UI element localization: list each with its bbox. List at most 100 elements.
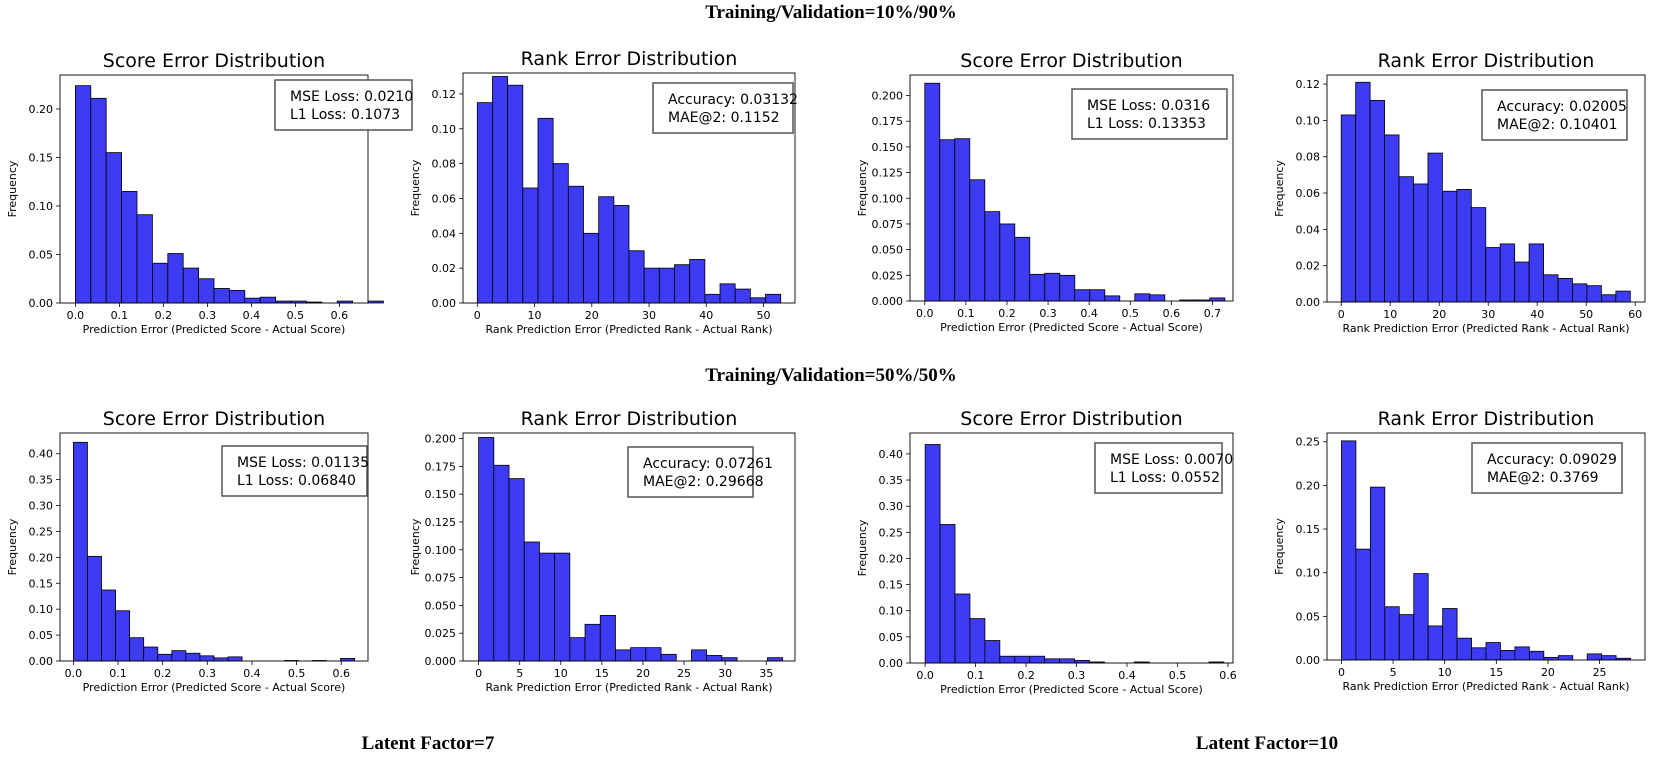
y-tick-label: 0.050: [425, 599, 457, 612]
histogram-bar: [1586, 653, 1603, 661]
histogram-bar: [674, 264, 691, 304]
middle-section-title: Training/Validation=50%/50%: [705, 365, 957, 386]
y-tick-label: 0.05: [29, 248, 54, 261]
chart-rank-error-lf7-10pct: 0 10 20 30 40 50 0.00 0.02 0.04 0.06 0.08 0.10 0.12 R…: [403, 43, 805, 345]
chart-score-error-lf7-10pct: 0.0 0.1 0.2 0.3 0.4 0.5 0.6 0.00 0.05 0.10 0.15 0.2…: [0, 45, 413, 345]
x-tick-label: 0.6: [332, 667, 350, 680]
metric-text: Accuracy: 0.07261: [643, 456, 773, 472]
chart-svg: 0 5 10 15 20 25 0.00 0.05 0.10 0.15 0.20 0.25 Rank E…: [1273, 408, 1646, 693]
histogram-bar: [1543, 274, 1559, 303]
chart-title: Score Error Distribution: [103, 50, 325, 72]
histogram-bar: [1557, 655, 1574, 661]
x-tick-label: 0.4: [1118, 669, 1136, 682]
x-tick-label: 0.2: [155, 309, 173, 322]
metric-text: L1 Loss: 0.1073: [290, 107, 400, 123]
y-tick-label: 0.00: [879, 657, 904, 670]
y-tick-label: 0.125: [872, 167, 904, 180]
histogram-bar: [1340, 114, 1357, 303]
metrics-annotation-box: Accuracy: 0.03132 MAE@2: 0.1152: [652, 82, 798, 134]
histogram-bar: [1413, 183, 1429, 303]
metric-text: Accuracy: 0.09029: [1487, 452, 1617, 468]
chart-title: Rank Error Distribution: [521, 48, 738, 70]
metrics-annotation-box: MSE Loss: 0.0210 L1 Loss: 0.1073: [274, 79, 413, 131]
y-tick-label: 0.200: [872, 90, 904, 103]
metric-text: MAE@2: 0.29668: [643, 474, 763, 490]
y-tick-label: 0.200: [425, 433, 457, 446]
x-tick-label: 0.2: [154, 667, 172, 680]
histogram-bar: [478, 437, 495, 662]
histogram-bar: [121, 191, 138, 304]
x-tick-label: 0.6: [331, 309, 349, 322]
histogram-bar: [628, 250, 645, 304]
y-tick-label: 0.15: [29, 151, 54, 164]
histogram-bar: [1341, 440, 1357, 661]
y-tick-label: 0.000: [872, 295, 904, 308]
histogram-bar: [615, 649, 632, 662]
histogram-bar: [613, 205, 630, 304]
metrics-annotation-box: Accuracy: 0.09029 MAE@2: 0.3769: [1471, 442, 1623, 494]
histogram-bar: [1499, 243, 1516, 303]
x-tick-label: 10: [1438, 666, 1452, 679]
x-axis-label: Rank Prediction Error (Predicted Rank - …: [485, 323, 772, 336]
x-tick-label: 0.3: [1068, 669, 1086, 682]
chart-svg: 0 10 20 30 40 50 0.00 0.02 0.04 0.06 0.08 0.10 0.12 R…: [409, 48, 798, 336]
chart-score-error-lf10-10pct: 0.0 0.1 0.2 0.3 0.4 0.5 0.6 0.7 0.000 0.025 0.050 0…: [850, 45, 1243, 343]
metric-text: MSE Loss: 0.0070: [1110, 452, 1233, 468]
histogram-bar: [213, 288, 230, 304]
y-tick-label: 0.10: [29, 200, 54, 213]
histogram-bar: [691, 649, 708, 662]
histogram-bar: [1572, 283, 1588, 303]
x-tick-label: 0.6: [1219, 669, 1237, 682]
chart-rank-error-lf7-50pct: 0 5 10 15 20 25 30 35 0.000 0.025 0.050 0.075 0.100 0…: [403, 403, 805, 703]
histogram-bar: [151, 262, 169, 304]
y-tick-label: 0.04: [432, 227, 457, 240]
x-tick-label: 0.4: [243, 667, 261, 680]
x-tick-label: 35: [759, 667, 773, 680]
histogram-bar: [924, 82, 941, 302]
histogram-bar: [1355, 548, 1371, 661]
histogram-bar: [1044, 272, 1061, 302]
axes-frame: [462, 432, 796, 662]
y-tick-label: 0.10: [879, 605, 904, 618]
histogram-bar: [143, 646, 159, 662]
x-tick-label: 0.7: [1204, 307, 1222, 320]
histogram-bar: [954, 593, 971, 664]
y-tick-label: 0.20: [29, 103, 54, 116]
y-axis-label: Frequency: [856, 159, 869, 216]
histogram-bar: [1586, 285, 1602, 303]
x-tick-label: 40: [699, 309, 713, 322]
histogram-bar: [599, 614, 616, 662]
chart-svg: 0.0 0.1 0.2 0.3 0.4 0.5 0.6 0.00 0.05 0.10 0.15 0.2…: [856, 408, 1237, 696]
metrics-annotation-box: MSE Loss: 0.01135 L1 Loss: 0.06840: [221, 445, 369, 497]
y-tick-label: 0.15: [1296, 523, 1321, 536]
axes-frame: [909, 74, 1234, 302]
chart-svg: 0.0 0.1 0.2 0.3 0.4 0.5 0.6 0.00 0.05 0.10 0.15 0.2…: [6, 408, 369, 694]
axes-frame: [59, 74, 369, 304]
histogram-bar: [584, 623, 601, 662]
y-tick-label: 0.25: [1296, 436, 1321, 449]
histogram-bar: [1442, 608, 1458, 661]
histogram-bar: [689, 259, 706, 304]
histogram-bar: [1600, 294, 1617, 303]
y-tick-label: 0.12: [1296, 78, 1321, 91]
histogram-bar: [105, 152, 122, 304]
y-axis-label: Frequency: [409, 518, 422, 575]
metric-text: L1 Loss: 0.06840: [237, 473, 356, 489]
histogram-bar: [1134, 293, 1151, 302]
bars: [72, 441, 356, 662]
top-section-title: Training/Validation=10%/90%: [705, 2, 957, 23]
histogram-bar: [136, 214, 153, 304]
y-tick-label: 0.050: [872, 244, 904, 257]
metrics-annotation-box: Accuracy: 0.07261 MAE@2: 0.29668: [627, 446, 773, 498]
histogram-bar: [704, 293, 721, 304]
y-tick-label: 0.10: [432, 123, 457, 136]
chart-title: Rank Error Distribution: [521, 408, 738, 430]
histogram-bar: [1427, 625, 1444, 661]
metrics-annotation-box: MSE Loss: 0.0070 L1 Loss: 0.0552: [1094, 442, 1233, 494]
y-tick-label: 0.02: [432, 262, 457, 275]
x-tick-label: 0.3: [199, 667, 217, 680]
histogram-bar: [476, 102, 493, 304]
x-tick-label: 0.5: [1122, 307, 1140, 320]
y-tick-label: 0.150: [425, 488, 457, 501]
x-axis-label: Prediction Error (Predicted Score - Actu…: [83, 681, 346, 694]
